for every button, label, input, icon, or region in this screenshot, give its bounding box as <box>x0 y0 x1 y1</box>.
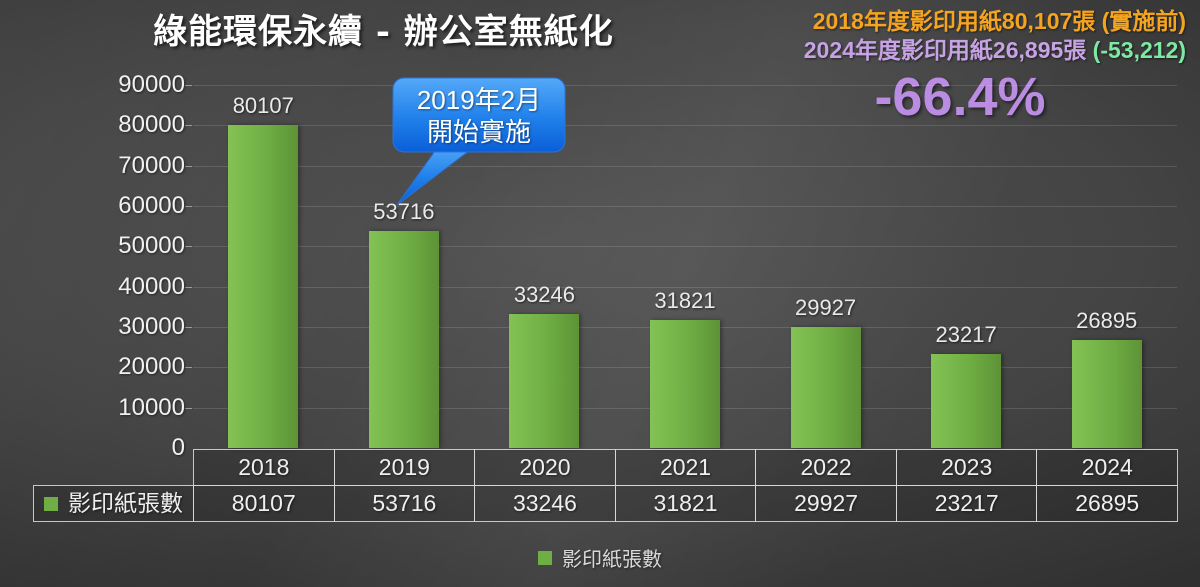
gridline <box>193 286 1177 288</box>
bar-value-label-2020: 33246 <box>513 281 576 307</box>
table-year-cell: 2020 <box>474 449 616 486</box>
table-year-cell: 2019 <box>333 449 476 486</box>
table-year-cell: 2024 <box>1036 449 1179 486</box>
callout-body <box>392 77 566 153</box>
table-series-label-cell: 影印紙張數 <box>33 485 194 522</box>
y-axis-tick <box>185 165 192 167</box>
table-year-cell: 2018 <box>193 449 335 486</box>
gridline <box>193 85 1177 86</box>
y-axis-tick <box>185 286 192 288</box>
y-axis-tick-label: 20000 <box>118 353 185 381</box>
table-value-cell: 80107 <box>193 485 335 522</box>
y-axis-tick <box>185 125 192 127</box>
table-year-header-row: 2018 2019 2020 2021 2022 2023 2024 <box>193 449 1179 486</box>
slide-title: 綠能環保永續 - 辦公室無紙化 <box>153 12 614 52</box>
bar-value-label-2021: 31821 <box>654 287 716 313</box>
legend-label: 影印紙張數 <box>562 549 662 571</box>
table-value-cell: 31821 <box>614 485 757 522</box>
bar-2024 <box>1071 339 1142 448</box>
bar-2019 <box>368 231 439 448</box>
chart-legend: 影印紙張數 <box>0 543 1200 572</box>
callout-line1: 2019年2月 <box>416 85 542 115</box>
gridline <box>193 165 1177 167</box>
table-year-cell: 2021 <box>614 449 757 486</box>
callout-text: 2019年2月 開始實施 <box>393 84 565 148</box>
bar-value-label-2018: 80107 <box>232 92 294 118</box>
annotation-2024: 2024年度影印用紙26,895張 (-53,212) <box>804 36 1186 65</box>
y-axis-tick-label: 30000 <box>118 313 185 340</box>
callout-line2: 開始實施 <box>426 117 531 147</box>
y-axis-tick-label: 10000 <box>118 393 185 421</box>
percent-change-label: -66.4% <box>874 67 1046 127</box>
y-axis-tick-label: 60000 <box>118 192 185 219</box>
table-value-cell: 26895 <box>1036 485 1179 522</box>
y-axis-tick-label: 40000 <box>118 272 185 300</box>
y-axis-tick-label: 70000 <box>118 151 185 179</box>
annotation-2024-delta: (-53,212) <box>1086 37 1186 63</box>
y-axis-tick <box>185 206 192 207</box>
y-axis-tick <box>185 85 192 86</box>
bar-2023 <box>931 354 1002 448</box>
bar-2022 <box>790 327 861 448</box>
legend-swatch-icon <box>538 550 552 565</box>
y-axis-tick <box>185 246 192 248</box>
table-values-row: 影印紙張數 80107 53716 33246 31821 29927 23217 26895 <box>33 485 1179 522</box>
y-axis-tick-label: 80000 <box>118 111 185 139</box>
bar-value-label-2023: 23217 <box>935 322 997 348</box>
y-axis-tick-label: 50000 <box>118 232 185 260</box>
table-year-cell: 2023 <box>895 449 1038 486</box>
y-axis-tick <box>185 407 192 409</box>
table-value-cell: 53716 <box>333 485 476 522</box>
bar-value-label-2022: 29927 <box>794 295 857 321</box>
callout-tail <box>396 143 480 206</box>
header-annotations: 2018年度影印用紙80,107張 (實施前) 2024年度影印用紙26,895… <box>804 7 1186 65</box>
bar-2018 <box>228 124 299 448</box>
bar-2021 <box>650 319 720 448</box>
table-year-cell: 2022 <box>755 449 897 486</box>
table-value-cell: 29927 <box>755 485 897 522</box>
series-swatch-icon <box>44 496 58 511</box>
gridline <box>193 125 1177 127</box>
callout-bubble <box>392 77 566 206</box>
series-name-label: 影印紙張數 <box>68 490 183 516</box>
annotation-2024-text: 2024年度影印用紙26,895張 <box>803 37 1087 63</box>
annotation-2018: 2018年度影印用紙80,107張 (實施前) <box>812 8 1186 34</box>
y-axis-tick-label: 90000 <box>118 71 185 98</box>
bar-value-label-2019: 53716 <box>373 199 435 225</box>
bar-2020 <box>509 313 580 448</box>
gridline <box>193 206 1177 207</box>
table-value-cell: 33246 <box>474 485 616 522</box>
y-axis-tick <box>185 327 192 328</box>
gridline <box>193 246 1177 248</box>
bar-chart-plot-area: 80107 53716 33246 31821 29927 23217 26895 <box>185 85 1177 448</box>
table-value-cell: 23217 <box>895 485 1038 522</box>
y-axis-tick <box>185 367 192 369</box>
y-axis-tick-label: 0 <box>171 434 185 461</box>
bar-value-label-2024: 26895 <box>1076 307 1138 333</box>
